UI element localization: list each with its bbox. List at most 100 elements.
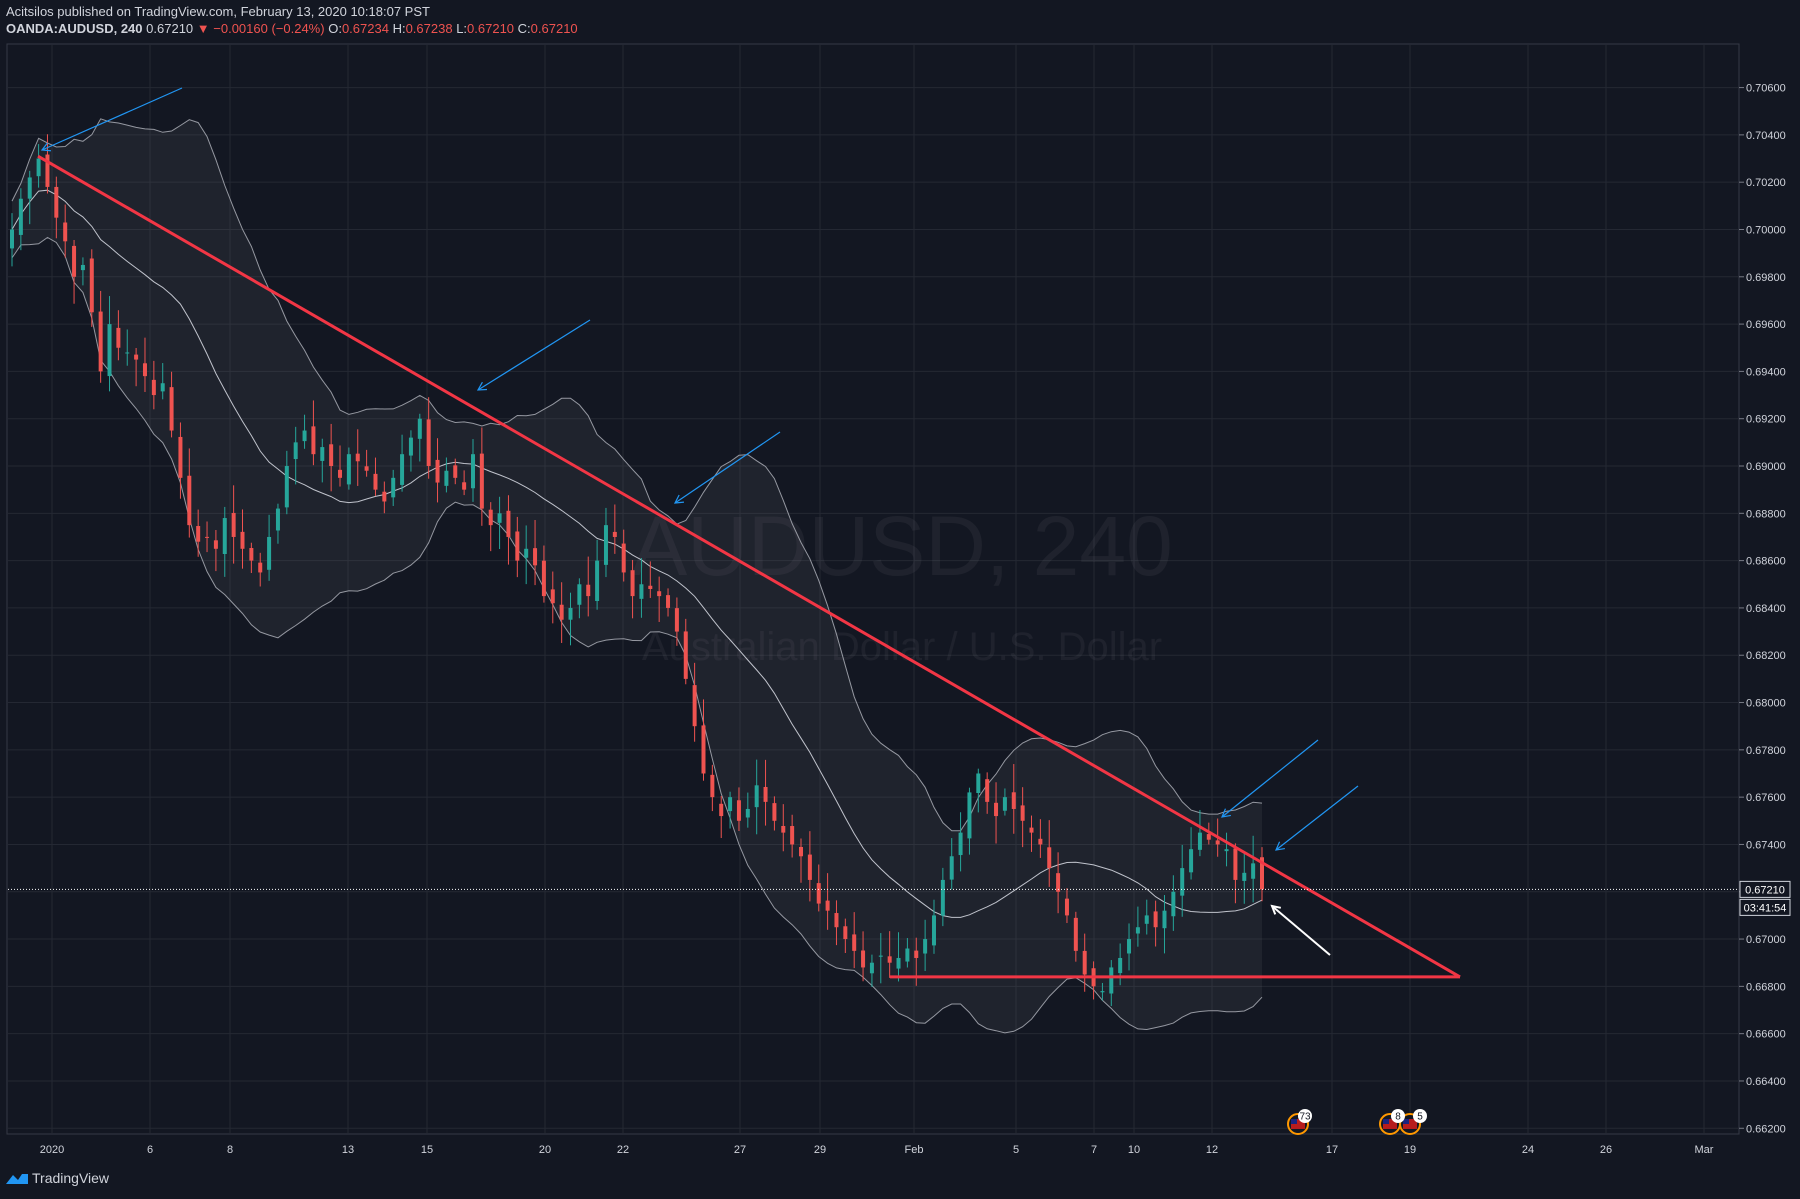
candle-body[interactable] — [630, 570, 635, 597]
candle-body[interactable] — [346, 454, 351, 485]
candle-body[interactable] — [488, 509, 493, 526]
candle-body[interactable] — [790, 826, 795, 845]
candle-body[interactable] — [994, 802, 999, 817]
candle-body[interactable] — [550, 589, 555, 604]
candle-body[interactable] — [657, 591, 662, 597]
candle-body[interactable] — [258, 562, 263, 573]
candle-body[interactable] — [1002, 797, 1007, 811]
candle-body[interactable] — [417, 418, 422, 439]
candle-body[interactable] — [1215, 840, 1220, 845]
candle-body[interactable] — [1197, 832, 1202, 850]
candle-body[interactable] — [160, 383, 165, 392]
candle-body[interactable] — [1162, 910, 1167, 929]
candle-body[interactable] — [89, 258, 94, 313]
candle-body[interactable] — [1029, 827, 1034, 833]
candle-body[interactable] — [311, 426, 316, 455]
candle-body[interactable] — [967, 792, 972, 839]
candle-body[interactable] — [27, 177, 32, 199]
candle-body[interactable] — [852, 934, 857, 951]
candle-body[interactable] — [1056, 873, 1061, 892]
candle-body[interactable] — [231, 512, 236, 537]
candle-body[interactable] — [807, 854, 812, 880]
candle-body[interactable] — [816, 883, 821, 904]
candle-body[interactable] — [541, 560, 546, 597]
candle-body[interactable] — [701, 725, 706, 774]
candle-body[interactable] — [1135, 927, 1140, 934]
candle-body[interactable] — [896, 957, 901, 969]
candle-body[interactable] — [391, 477, 396, 498]
candle-body[interactable] — [54, 186, 59, 218]
candle-body[interactable] — [302, 430, 307, 442]
candle-body[interactable] — [382, 491, 387, 502]
candle-body[interactable] — [524, 548, 529, 558]
candle-body[interactable] — [213, 540, 218, 549]
candle-body[interactable] — [683, 631, 688, 679]
candle-body[interactable] — [577, 584, 582, 605]
candle-body[interactable] — [781, 825, 786, 833]
blue-arrow-3[interactable] — [674, 431, 781, 504]
candle-body[interactable] — [1206, 834, 1211, 840]
candle-body[interactable] — [719, 803, 724, 817]
candle-body[interactable] — [869, 962, 874, 974]
candle-body[interactable] — [1224, 849, 1229, 852]
candle-body[interactable] — [470, 454, 475, 489]
candle-body[interactable] — [515, 531, 520, 561]
candle-body[interactable] — [151, 379, 156, 396]
candle-body[interactable] — [736, 800, 741, 821]
candle-body[interactable] — [18, 198, 23, 235]
candle-body[interactable] — [586, 584, 591, 597]
candle-body[interactable] — [1047, 847, 1052, 869]
candle-body[interactable] — [125, 352, 130, 354]
candle-body[interactable] — [400, 454, 405, 485]
price-axis[interactable]: 0.70600 0.70400 0.70200 0.70000 0.69800 0.696… — [8, 44, 1791, 1135]
candle-body[interactable] — [373, 473, 378, 490]
candle-body[interactable] — [169, 387, 174, 431]
candle-body[interactable] — [63, 222, 68, 242]
candle-body[interactable] — [1082, 950, 1087, 975]
candle-body[interactable] — [763, 786, 768, 802]
candle-body[interactable] — [666, 595, 671, 608]
candle-body[interactable] — [834, 913, 839, 928]
economic-events[interactable]: 73 8 5 — [1287, 1109, 1427, 1135]
time-axis[interactable]: 2020 6 8 13 15 20 22 27 29 Feb 5 7 10 12 17 19 24 26 Mar — [7, 1133, 1739, 1156]
candle-body[interactable] — [923, 939, 928, 954]
candle-body[interactable] — [1260, 857, 1264, 890]
candle-body[interactable] — [985, 779, 990, 802]
candle-body[interactable] — [45, 154, 50, 187]
blue-arrow-2[interactable] — [477, 319, 591, 391]
candle-body[interactable] — [1038, 838, 1043, 845]
candle-body[interactable] — [1171, 891, 1176, 917]
candle-body[interactable] — [116, 327, 121, 348]
candle-body[interactable] — [949, 856, 954, 880]
candle-body[interactable] — [435, 459, 440, 483]
candle-body[interactable] — [142, 363, 147, 377]
candle-body[interactable] — [887, 956, 892, 963]
blue-arrow-4[interactable] — [1221, 739, 1319, 818]
candle-body[interactable] — [1180, 868, 1185, 896]
candle-body[interactable] — [772, 803, 777, 821]
candle-body[interactable] — [976, 773, 981, 793]
candle-body[interactable] — [692, 685, 697, 727]
white-arrow[interactable] — [1271, 905, 1331, 956]
candle-body[interactable] — [284, 466, 289, 508]
candle-body[interactable] — [320, 447, 325, 461]
candle-body[interactable] — [861, 950, 866, 968]
candle-body[interactable] — [187, 475, 192, 526]
candle-body[interactable] — [612, 531, 617, 537]
candle-body[interactable] — [639, 584, 644, 599]
candle-body[interactable] — [107, 324, 112, 377]
candle-body[interactable] — [10, 229, 14, 249]
candle-body[interactable] — [275, 508, 280, 531]
candle-body[interactable] — [506, 510, 511, 537]
candle-body[interactable] — [1153, 911, 1158, 928]
candle-body[interactable] — [745, 808, 750, 818]
candle-body[interactable] — [710, 774, 715, 798]
candle-body[interactable] — [754, 785, 759, 808]
candle-body[interactable] — [958, 832, 963, 856]
candle-body[interactable] — [674, 608, 679, 632]
blue-arrow-5[interactable] — [1275, 785, 1359, 851]
blue-arrow-1[interactable] — [41, 87, 183, 151]
candle-body[interactable] — [196, 526, 201, 542]
candle-body[interactable] — [479, 453, 484, 509]
candle-body[interactable] — [1189, 849, 1194, 873]
